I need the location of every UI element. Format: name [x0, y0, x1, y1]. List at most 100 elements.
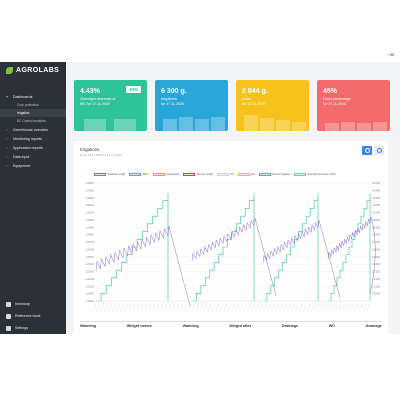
x-tick-label — [144, 302, 148, 312]
y-tick-label-right: 13500 — [372, 181, 381, 185]
x-tick-label — [132, 302, 136, 312]
x-tick-label — [120, 302, 124, 312]
x-tick-label — [335, 302, 339, 312]
x-tick-label — [108, 302, 113, 312]
x-tick-label — [263, 302, 267, 312]
series-line-substrate-weight — [95, 216, 376, 307]
y-tick-label-right: 13100 — [372, 211, 381, 215]
logout-icon[interactable]: ⇥ — [388, 52, 394, 59]
legend-item[interactable]: EC — [216, 172, 234, 176]
brand-logo[interactable]: AGROLABS — [6, 67, 59, 74]
y-tick-label-left: 12400 — [86, 262, 95, 266]
legend-label: Excess irrigation — [272, 172, 290, 176]
chevron-right-icon: › — [6, 154, 8, 159]
y-tick-label-right: 12800 — [372, 233, 381, 237]
y-tick-label-left: 12100 — [86, 284, 95, 288]
legend-item[interactable]: Substrate weight — [94, 172, 125, 176]
card-value: 45% — [323, 88, 338, 95]
sidebar-item-settings[interactable]: Settings — [0, 322, 66, 334]
table-column-header[interactable]: Weight before — [126, 324, 152, 328]
y-tick-label-right: 12300 — [372, 270, 381, 274]
x-tick-label — [235, 302, 240, 312]
legend-item[interactable]: Ext — [237, 172, 255, 176]
table-column-header[interactable]: WC — [328, 324, 336, 328]
sidebar-item-application[interactable]: › Application reports — [6, 145, 43, 150]
x-tick-label — [323, 302, 327, 312]
x-tick-label — [156, 302, 160, 312]
sidebar-subitem-irrigation[interactable]: Irrigation — [0, 109, 66, 117]
sidebar-item-inventory[interactable]: Inventory — [0, 298, 66, 310]
sidebar-item-greenhouse[interactable]: › Greenhouse overview — [6, 127, 48, 132]
card-label: Drain for 17.11.2020 — [242, 97, 265, 106]
x-tick-label — [204, 302, 208, 312]
x-tick-label — [295, 302, 299, 312]
card-wc-decrease[interactable]: 4.43% Overnight decrease of WC for 17.11.… — [74, 80, 147, 131]
card-drain[interactable]: 2 844 g. Drain for 17.11.2020 — [236, 80, 309, 131]
legend-label: Temperature — [166, 172, 180, 176]
irrigations-panel: Irrigations From 15.11.2020 to 17.11.202… — [74, 141, 388, 334]
sidebar-item-reference-book[interactable]: Reference book — [0, 310, 66, 322]
refresh-button[interactable] — [362, 146, 372, 155]
x-tick-label — [104, 302, 109, 312]
x-tick-label — [184, 302, 188, 312]
y-tick-label-left: 13100 — [86, 211, 95, 215]
legend-item[interactable]: Drain — [129, 172, 149, 176]
x-tick-label — [311, 302, 315, 312]
x-tick-label — [188, 302, 192, 312]
card-value: 6 300 g. — [161, 88, 187, 95]
table-column-header[interactable]: Weight after — [229, 324, 252, 328]
x-tick-label — [255, 302, 259, 312]
gear-icon — [6, 325, 11, 331]
legend-label: Ext — [251, 172, 255, 176]
card-drain-percentage[interactable]: 45% Drain percentage for 17.11.2020 — [317, 80, 390, 131]
x-tick-label — [176, 302, 180, 312]
search-button[interactable] — [374, 146, 384, 155]
y-tick-label-left: 13000 — [86, 218, 95, 222]
x-tick-label — [259, 302, 263, 312]
legend-swatch — [216, 172, 229, 176]
sidebar-item-equipment[interactable]: › Equipment — [6, 163, 31, 168]
card-irrigations[interactable]: 6 300 g. Irrigations for 17.11.2020 — [155, 80, 228, 131]
leaf-icon — [6, 67, 13, 74]
irrigation-chart: 13500 13400 13300 13200 13100 13000 12900 12800… — [86, 181, 381, 312]
chevron-right-icon: › — [6, 136, 8, 141]
sidebar-item-dashboards[interactable]: ▾ Dashboards — [6, 94, 33, 99]
x-tick-label — [215, 302, 220, 312]
x-tick-label — [303, 302, 307, 312]
sidebar-bottom-nav: Inventory Reference book Settings — [0, 298, 66, 334]
legend-item[interactable]: Excess irrigation — [258, 172, 290, 176]
legend-item[interactable]: Temperature — [152, 172, 180, 176]
table-column-header[interactable]: Watering — [80, 324, 97, 328]
legend-swatch — [293, 172, 306, 176]
y-tick-label-left: 12900 — [86, 225, 95, 229]
card-sparkbars — [74, 111, 147, 131]
x-tick-label — [112, 302, 116, 312]
y-tick-label-right: 12200 — [372, 277, 381, 281]
y-tick-label-right: 13400 — [372, 188, 381, 192]
table-column-header[interactable]: Watering — [182, 324, 199, 328]
x-tick-label — [283, 302, 287, 312]
table-column-header[interactable]: Drainage — [281, 324, 299, 328]
legend-label: Drip dry weight — [196, 172, 213, 176]
legend-item[interactable]: Overnight decrease of WC — [293, 172, 335, 176]
card-sparkbars — [236, 111, 309, 131]
card-label: Overnight decrease of WC for 17.11.2020 — [80, 97, 116, 106]
sidebar-item-monitoring[interactable]: › Monitoring reports — [6, 136, 42, 141]
y-tick-label-left: 12600 — [86, 247, 95, 251]
y-tick-label-left: 11900 — [86, 299, 94, 303]
x-tick-label — [231, 302, 236, 312]
sidebar-item-data-input[interactable]: › Data input — [6, 154, 30, 159]
legend-swatch — [237, 172, 250, 176]
table-column-header[interactable]: Drainage — [365, 324, 382, 328]
card-sparkbars — [317, 111, 390, 131]
x-tick-label — [152, 302, 156, 312]
x-tick-label — [164, 302, 168, 312]
y-tick-label-right: 13000 — [372, 218, 381, 222]
legend-item[interactable]: Drip dry weight — [183, 172, 213, 176]
sidebar-subitem-ec-control[interactable]: EC Control analytics — [17, 119, 46, 123]
legend-label: EC — [230, 172, 234, 176]
x-tick-label — [227, 302, 232, 312]
sidebar-subitem-crop-protection[interactable]: Crop protection — [17, 103, 39, 107]
y-tick-label-left: 13400 — [86, 188, 95, 192]
legend-label: Drain — [142, 172, 149, 176]
